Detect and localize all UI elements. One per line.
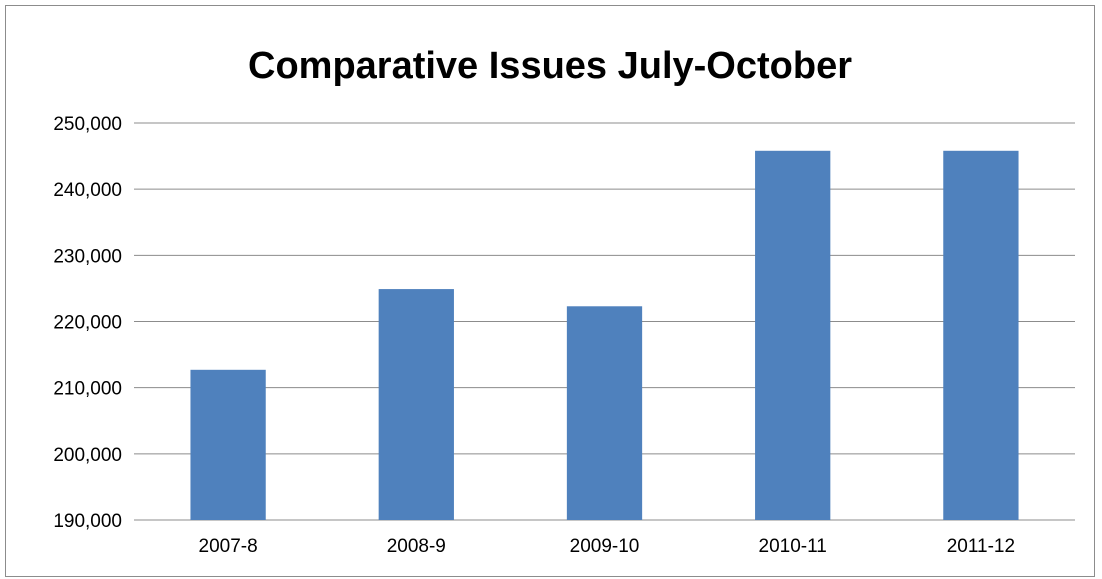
bar-2010-11 [755,150,831,521]
x-tick-label: 2010-11 [759,536,827,557]
chart-frame [5,5,1095,577]
y-tick-label: 190,000 [53,511,122,532]
bar-2007-8 [190,369,266,520]
x-tick-label: 2007-8 [199,536,258,557]
y-tick-label: 210,000 [53,379,122,400]
y-axis-tick-labels: 190,000 200,000 210,000 220,000 230,000 240,0… [53,114,122,532]
y-gridlines [134,122,1075,521]
y-tick-label: 250,000 [53,114,122,135]
bar-2011-12 [943,150,1019,521]
bar-2009-10 [566,306,643,520]
x-tick-label: 2011-12 [947,536,1015,557]
y-tick-label: 200,000 [53,445,122,466]
bars [190,150,1019,521]
y-tick-label: 220,000 [53,313,122,334]
bar-2008-9 [378,289,454,520]
y-tick-label: 230,000 [53,246,122,267]
x-axis-tick-labels: 2007-8 2008-9 2009-10 2010-11 2011-12 [199,536,1016,557]
x-tick-label: 2008-9 [387,536,446,557]
y-tick-label: 240,000 [53,180,122,201]
chart-title: Comparative Issues July-October [248,45,852,87]
x-tick-label: 2009-10 [570,536,640,557]
